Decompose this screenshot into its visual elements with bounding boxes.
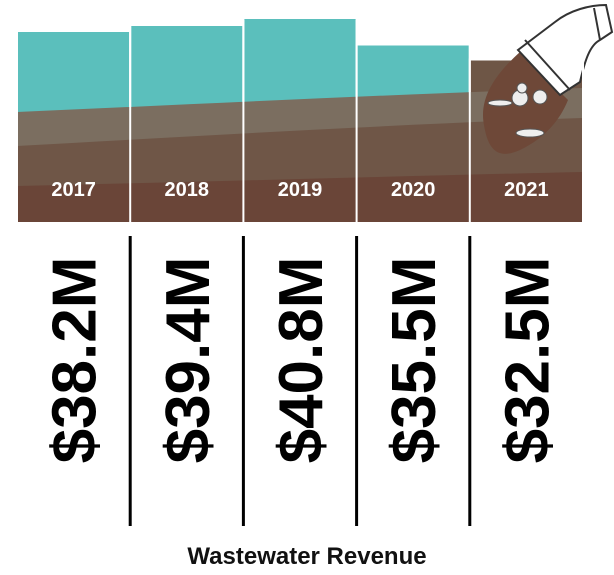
year-label: 2017 — [51, 179, 96, 201]
value-label: $35.5M — [380, 257, 449, 464]
value-label: $40.8M — [267, 257, 336, 464]
value-label: $32.5M — [493, 257, 562, 464]
bacteria — [487, 82, 548, 138]
soil — [17, 52, 582, 222]
value-label: $39.4M — [154, 257, 223, 464]
year-label: 2020 — [391, 179, 436, 201]
chart-title: Wastewater Revenue — [187, 543, 426, 570]
overlay: 2017 $38.2M 2018 $39.4M 2019 $40.8M 2020 $35.5M… — [16, 20, 584, 526]
year-label: 2018 — [165, 179, 210, 201]
year-label: 2019 — [278, 179, 323, 201]
value-label: $38.2M — [41, 257, 110, 464]
year-label: 2021 — [504, 179, 549, 201]
